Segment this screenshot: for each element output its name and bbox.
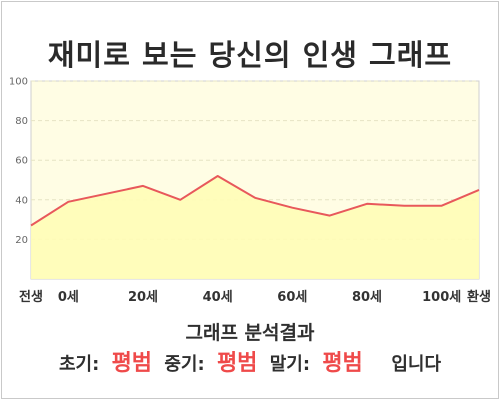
x-tick-label: 전생 (19, 289, 43, 305)
analysis-heading: 그래프 분석결과 (185, 322, 315, 344)
y-tick-label: 40 (15, 195, 28, 206)
early-value: 평범 (111, 351, 153, 376)
x-tick-label: 100세 (422, 290, 461, 305)
y-tick-label: 20 (15, 235, 28, 246)
chart-title: 재미로 보는 당신의 인생 그래프 (47, 38, 453, 72)
middle-label: 중기: (164, 354, 205, 375)
series-line (30, 175, 480, 227)
x-tick-label: 80세 (352, 290, 382, 305)
middle-value: 평범 (216, 351, 258, 376)
x-tick-label: 40세 (203, 290, 233, 305)
y-tick-label: 60 (15, 156, 28, 167)
analysis-result: 초기: 평범 중기: 평범 말기: 평범 입니다 (0, 345, 500, 377)
ending-text: 입니다 (391, 354, 442, 375)
y-tick-label: 100 (9, 77, 28, 88)
x-axis-ticks: 전생 0세 20세 40세 60세 80세 100세 환생 (19, 289, 491, 305)
x-tick-label: 20세 (128, 290, 158, 305)
late-label: 말기: (269, 354, 311, 375)
area-fill (31, 176, 479, 279)
late-value: 평범 (322, 351, 363, 376)
y-tick-label: 80 (15, 116, 28, 127)
early-label: 초기: (58, 354, 100, 375)
y-axis-ticks: 20 40 60 80 100 (9, 77, 28, 246)
x-tick-label: 60세 (277, 290, 307, 305)
x-tick-label: 환생 (467, 289, 491, 305)
x-tick-label: 0세 (58, 290, 79, 305)
